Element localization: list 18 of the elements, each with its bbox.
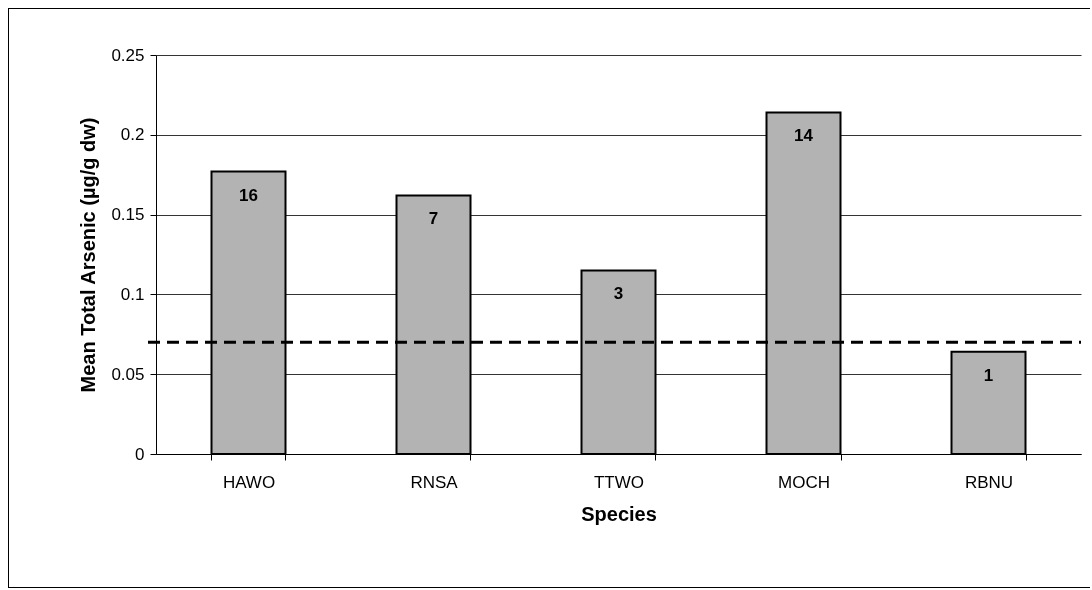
- x-tick-label: RBNU: [964, 472, 1014, 492]
- x-axis-title: Species: [581, 502, 657, 525]
- y-tick-label: 0.1: [120, 284, 145, 304]
- y-tick-label: 0: [135, 444, 145, 464]
- x-tick-label: RNSA: [410, 472, 459, 492]
- x-tick-label: HAWO: [222, 472, 276, 492]
- y-tick-label: 0.15: [111, 205, 145, 225]
- annotation: 7: [428, 209, 439, 229]
- y-tick-label: 0.25: [111, 45, 145, 65]
- y-tick-label: 0.05: [111, 364, 145, 384]
- x-tick-label: TTWO: [593, 472, 645, 492]
- annotation: 16: [239, 185, 258, 205]
- y-axis-title: Mean Total Arsenic (µg/g dw): [77, 117, 100, 393]
- x-tick-label: MOCH: [778, 472, 830, 492]
- annotation: 3: [613, 284, 624, 304]
- y-tick-label: 0.2: [120, 125, 145, 145]
- annotation: 1: [983, 365, 994, 385]
- annotation: 14: [794, 126, 814, 146]
